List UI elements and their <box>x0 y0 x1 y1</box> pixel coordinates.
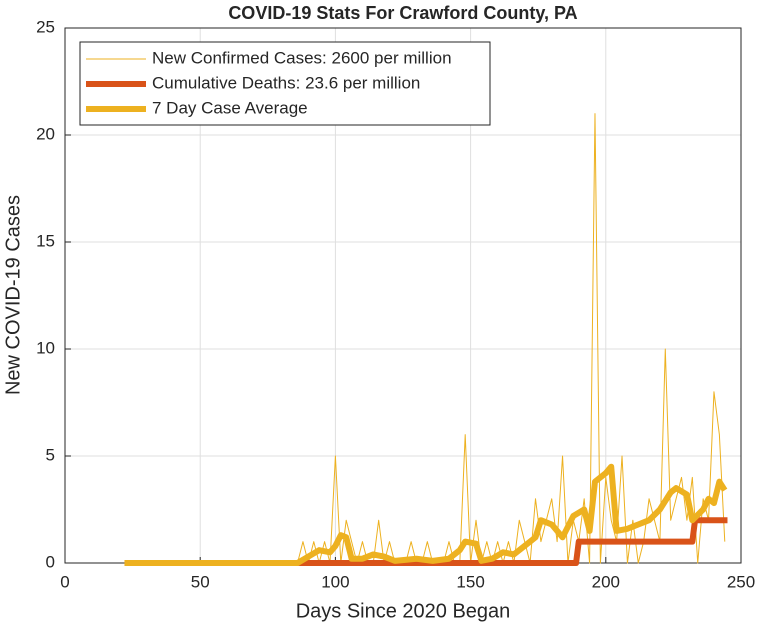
x-tick-label: 150 <box>456 572 484 591</box>
x-tick-label: 50 <box>191 572 210 591</box>
x-tick-label: 200 <box>592 572 620 591</box>
legend-box <box>79 41 491 126</box>
y-axis-label: New COVID-19 Cases <box>2 195 24 395</box>
series-line <box>124 517 728 566</box>
y-tick-label: 25 <box>36 17 55 36</box>
legend-label: New Confirmed Cases: 2600 per million <box>152 48 452 67</box>
legend-label: Cumulative Deaths: 23.6 per million <box>152 73 420 92</box>
chart-title: COVID-19 Stats For Crawford County, PA <box>228 3 577 23</box>
y-tick-label: 5 <box>46 445 55 464</box>
x-axis-label: Days Since 2020 Began <box>296 600 511 622</box>
y-tick-label: 15 <box>36 231 55 250</box>
x-tick-label: 100 <box>321 572 349 591</box>
y-tick-label: 20 <box>36 124 55 143</box>
legend-label: 7 Day Case Average <box>152 98 308 117</box>
series-line <box>124 463 728 566</box>
x-tick-label: 0 <box>60 572 69 591</box>
x-tick-label: 250 <box>727 572 755 591</box>
y-tick-label: 10 <box>36 338 55 357</box>
y-tick-label: 0 <box>46 552 55 571</box>
